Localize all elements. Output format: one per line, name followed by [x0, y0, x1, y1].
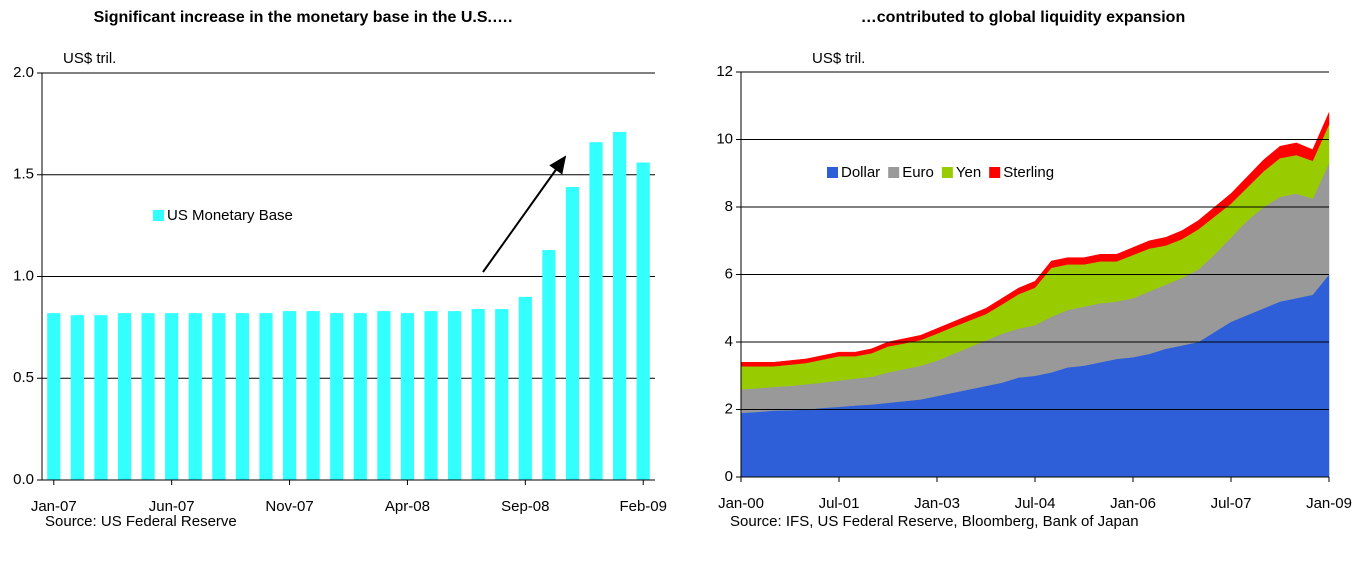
bar [518, 296, 532, 480]
legend-swatch [153, 210, 164, 221]
bar [212, 313, 226, 480]
legend-label: Dollar [841, 164, 880, 181]
y-tick-label: 1.0 [13, 267, 34, 284]
chart-title: …contributed to global liquidity expansi… [861, 9, 1185, 26]
area [740, 112, 1330, 367]
x-tick-label: Jan-07 [31, 498, 77, 515]
y-tick-label: 0 [725, 468, 733, 485]
x-tick-label: Apr-08 [385, 498, 430, 515]
x-tick-label: Jul-01 [819, 495, 860, 512]
bar [447, 311, 462, 480]
legend-label: Euro [902, 164, 934, 181]
y-tick-label: 1.5 [13, 166, 34, 183]
bar [330, 313, 344, 480]
legend-label: Yen [956, 164, 981, 181]
x-tick-label: Feb-09 [619, 498, 667, 515]
y-tick-label: 0.5 [13, 369, 34, 386]
x-tick-label: Jul-04 [1015, 495, 1056, 512]
legend-swatch [941, 167, 953, 178]
bar [353, 313, 367, 480]
bar [94, 315, 108, 480]
legend-swatch [827, 167, 838, 178]
y-tick-label: 0.0 [13, 471, 34, 488]
bar [235, 313, 250, 480]
bar [377, 311, 391, 480]
bar [542, 250, 556, 480]
legend-swatch [888, 167, 900, 178]
y-tick-label: 10 [716, 130, 733, 147]
y-tick-label: 2.0 [13, 64, 34, 81]
y-tick-label: 6 [725, 265, 733, 282]
bar [141, 313, 155, 480]
bar [400, 313, 415, 480]
y-tick-label: 4 [725, 333, 733, 350]
x-tick-label: Sep-08 [501, 498, 549, 515]
bar [565, 186, 580, 480]
y-tick-label: 12 [716, 63, 733, 80]
bar [613, 132, 627, 480]
bar [47, 313, 61, 480]
annotation-arrow [482, 155, 567, 273]
x-tick-label: Jan-09 [1306, 495, 1352, 512]
x-tick-label: Nov-07 [265, 498, 313, 515]
y-axis-unit: US$ tril. [63, 50, 116, 67]
bar [589, 142, 603, 480]
source-note: Source: US Federal Reserve [45, 513, 237, 530]
x-tick-label: Jul-07 [1211, 495, 1252, 512]
bar [306, 311, 320, 480]
bar [188, 313, 202, 480]
bar [117, 313, 132, 480]
legend-label: US Monetary Base [167, 207, 293, 224]
y-tick-label: 8 [725, 198, 733, 215]
bar [282, 311, 297, 480]
y-tick-label: 2 [725, 400, 733, 417]
source-note: Source: IFS, US Federal Reserve, Bloombe… [730, 513, 1139, 530]
legend-swatch [989, 167, 1001, 178]
legend-label: Sterling [1003, 164, 1054, 181]
bar [70, 315, 84, 480]
bar [259, 313, 273, 480]
y-axis-unit: US$ tril. [812, 50, 865, 67]
x-tick-label: Jan-00 [718, 495, 764, 512]
x-tick-label: Jan-03 [914, 495, 960, 512]
bar [424, 311, 438, 480]
bar [636, 162, 650, 481]
x-tick-label: Jan-06 [1110, 495, 1156, 512]
chart-title: Significant increase in the monetary bas… [94, 9, 513, 26]
bar [165, 313, 179, 480]
bar [471, 309, 485, 480]
x-tick-label: Jun-07 [149, 498, 195, 515]
bar [495, 309, 509, 480]
